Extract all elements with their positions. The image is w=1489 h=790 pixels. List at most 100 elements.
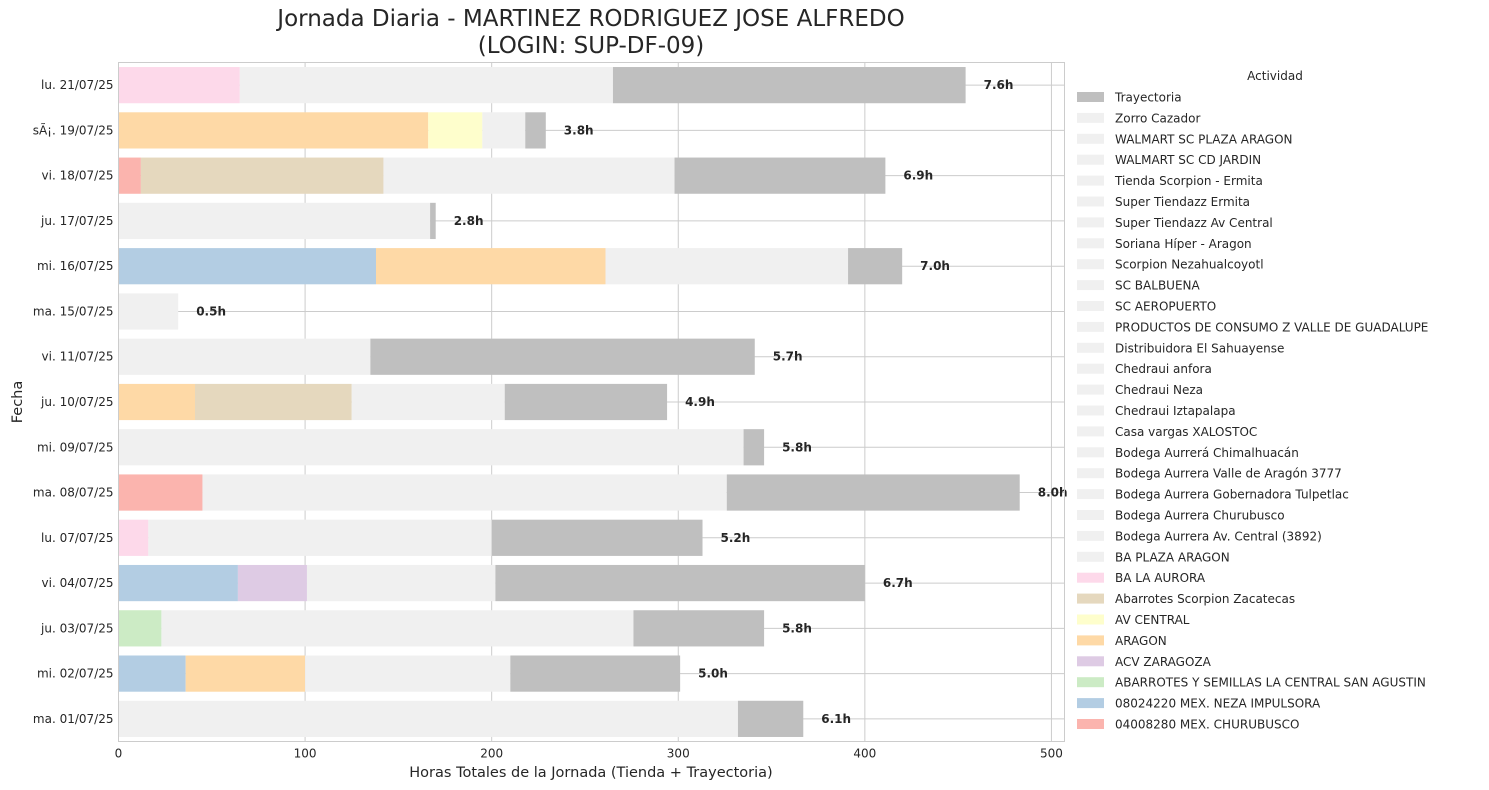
y-tick-label: lu. 21/07/25 [41,78,113,92]
legend-swatch [1077,112,1104,123]
legend-swatch [1077,217,1104,228]
x-tick-label: 100 [294,747,317,761]
legend-entry-label: Bodega Aurrera Churubusco [1115,509,1285,523]
bar-segment [674,157,886,194]
legend-swatch [1077,698,1104,709]
legend-swatch [1077,238,1104,249]
bar-segment [140,157,384,194]
bar-segment [633,610,765,647]
legend-entry-label: Super Tiendazz Ermita [1115,195,1250,209]
legend-entry-label: ABARROTES Y SEMILLAS LA CENTRAL SAN AGUS… [1115,676,1426,690]
legend-entry-label: SC AEROPUERTO [1115,300,1216,314]
bar-segment [118,202,431,240]
legend-entry-label: Scorpion Nezahualcoyotl [1115,258,1264,272]
legend-swatch [1077,530,1104,541]
bar-value-label: 5.2h [721,531,751,545]
bar-segment [743,429,765,466]
bar-segment [612,67,966,104]
bar-segment [504,383,668,421]
bar-segment [118,564,238,602]
bar-segment [118,248,376,285]
x-axis: 0 100 200 300 400 500 [115,747,1063,761]
bar-value-label: 3.8h [564,123,594,137]
x-tick-label: 300 [667,747,690,761]
bar-value-label: 4.9h [685,395,715,409]
legend-entry-label: Chedraui Iztapalapa [1115,404,1236,418]
bar-segment [118,519,149,556]
legend-entry-label: BA LA AURORA [1115,571,1206,585]
bar-segment [118,429,744,466]
bar-value-label: 5.0h [698,667,728,681]
legend-swatch [1077,489,1104,500]
bars [118,67,1020,737]
y-tick-label: ma. 01/07/25 [33,712,114,726]
bar-segment [237,564,307,602]
bar-segment [306,564,496,602]
legend-swatch [1077,321,1104,332]
legend-swatch [1077,572,1104,583]
bar-segment [525,112,546,149]
y-tick-label: lu. 07/07/25 [41,531,113,545]
x-axis-label: Horas Totales de la Jornada (Tienda + Tr… [409,765,772,781]
legend-entry-label: BA PLAZA ARAGON [1115,550,1230,564]
legend-title: Actividad [1247,69,1303,83]
legend-swatch [1077,719,1104,729]
y-axis: lu. 21/07/25 sÃ¡. 19/07/25 vi. 18/07/25 ju.… [33,78,114,726]
legend-entry-label: ARAGON [1115,634,1167,648]
legend-entry-label: Bodega Aurrerá Chimalhuacán [1115,446,1299,460]
legend-swatch [1077,510,1104,520]
bar-segment [305,655,511,692]
legend-swatch [1077,426,1104,437]
y-tick-label: ju. 17/07/25 [40,214,113,228]
y-tick-label: vi. 18/07/25 [42,169,114,183]
legend-entry-label: 08024220 MEX. NEZA IMPULSORA [1115,697,1321,711]
bar-segment [118,157,141,194]
x-tick-label: 400 [853,747,876,761]
bar-segment [351,383,505,421]
legend-entry-label: Bodega Aurrera Av. Central (3892) [1115,529,1322,543]
chart-title: Jornada Diaria - MARTINEZ RODRIGUEZ JOSE… [277,6,905,32]
bar-segment [737,700,804,737]
bar-segment [202,474,727,511]
bar-value-label: 6.9h [903,169,933,183]
bar-value-label: 5.7h [773,350,803,364]
legend-entry-label: Bodega Aurrera Valle de Aragón 3777 [1115,467,1342,481]
bar-segment [239,67,613,104]
bar-segment [118,67,240,104]
bar-value-label: 0.5h [196,304,226,318]
bar-segment [118,474,203,511]
legend-swatch [1077,551,1104,562]
bar-segment [383,157,675,194]
y-tick-label: vi. 04/07/25 [42,576,114,590]
y-tick-label: vi. 11/07/25 [42,350,114,364]
bar-segment [495,564,865,602]
legend-swatch [1077,280,1104,291]
bar-segment [161,610,634,647]
legend-swatch [1077,614,1104,625]
legend-entry-label: Chedraui anfora [1115,362,1212,376]
bar-segment [848,248,903,285]
bar-value-label: 5.8h [782,440,812,454]
y-tick-label: sÃ¡. 19/07/25 [33,122,114,137]
legend-swatch [1077,405,1104,416]
legend-entry-label: 04008280 MEX. CHURUBUSCO [1115,718,1299,732]
legend: Actividad Trayectoria Zorro Cazador WALMAR… [1077,69,1428,732]
y-tick-label: mi. 16/07/25 [37,259,114,273]
bar-segment [148,519,492,556]
y-tick-label: ju. 10/07/25 [40,395,113,409]
bar-segment [118,293,179,330]
bar-value-label: 7.0h [920,259,950,273]
legend-swatch [1077,468,1104,479]
legend-entry-label: PRODUCTOS DE CONSUMO Z VALLE DE GUADALUP… [1115,320,1428,334]
legend-entry-label: Trayectoria [1114,91,1182,105]
legend-entry-label: WALMART SC CD JARDIN [1115,153,1261,167]
bar-labels: 7.6h 3.8h 6.9h 2.8h 7.0h 0.5h 5.7h 4.9h 5.8h 8.0h… [196,78,1067,726]
x-tick-label: 200 [480,747,503,761]
bar-segment [118,610,162,647]
bar-value-label: 8.0h [1038,486,1068,500]
legend-swatch [1077,593,1104,604]
legend-entry-label: Zorro Cazador [1115,111,1200,125]
bar-value-label: 7.6h [984,78,1014,92]
legend-swatch [1077,133,1104,144]
bar-segment [118,700,738,737]
